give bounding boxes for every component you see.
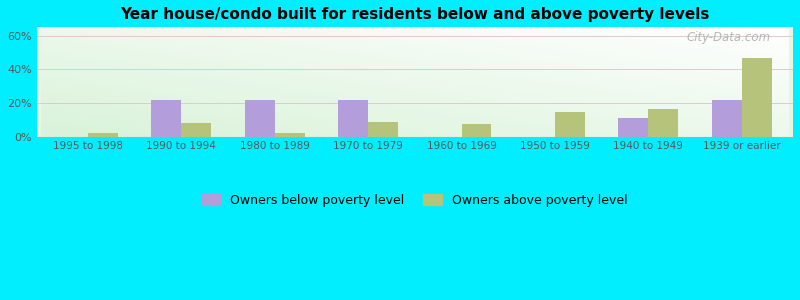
Bar [462,124,491,137]
Bar [245,100,274,137]
Bar [555,112,585,137]
Bar [712,100,742,137]
Title: Year house/condo built for residents below and above poverty levels: Year house/condo built for residents bel… [120,7,710,22]
Bar [88,133,118,137]
Bar [618,118,648,137]
Bar [338,100,368,137]
Bar [182,123,211,137]
Text: City-Data.com: City-Data.com [686,31,770,44]
Bar [274,133,305,137]
Bar [368,122,398,137]
Bar [151,100,182,137]
Legend: Owners below poverty level, Owners above poverty level: Owners below poverty level, Owners above… [197,189,633,212]
Bar [648,109,678,137]
Bar [742,58,771,137]
